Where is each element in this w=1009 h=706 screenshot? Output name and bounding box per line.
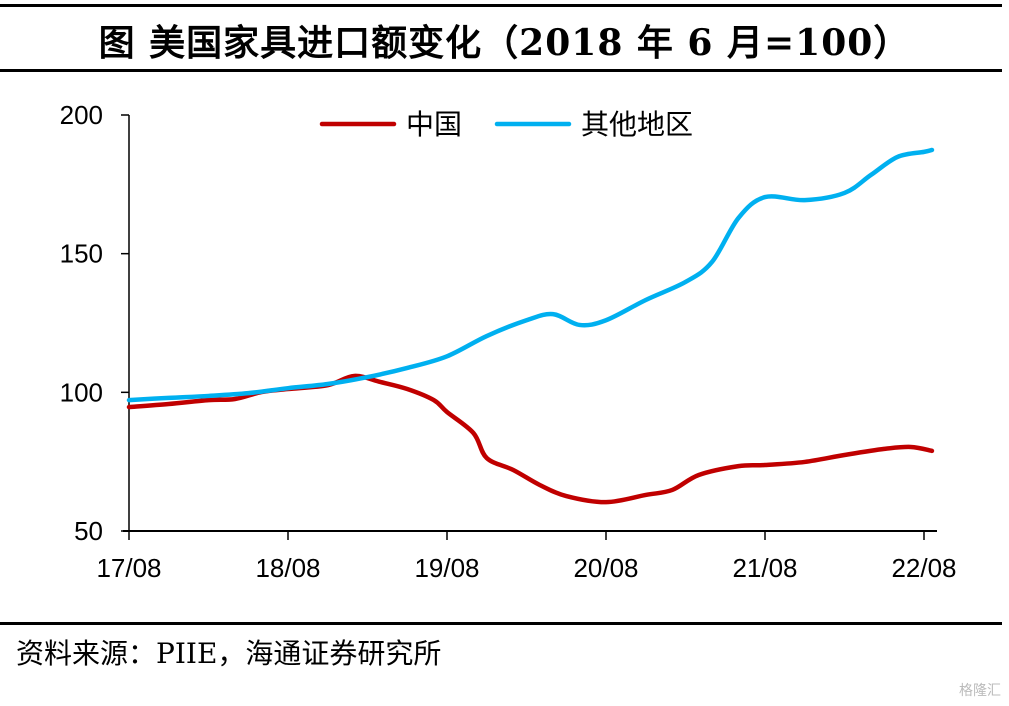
- x-tick-label: 19/08: [414, 553, 479, 583]
- axes: 50 100 150 200 17/08 18/08 19/08 20/08 21/08 22/0…: [60, 100, 957, 583]
- title-underline: [0, 69, 1002, 72]
- legend-label: 其他地区: [581, 108, 693, 141]
- legend-label: 中国: [406, 108, 462, 141]
- top-rule: [0, 4, 1002, 7]
- series-lines: [126, 147, 935, 505]
- x-tick-label: 20/08: [573, 553, 638, 583]
- series-line-other-regions: [126, 147, 935, 403]
- x-tick-label: 17/08: [96, 553, 161, 583]
- bottom-rule: [0, 622, 1002, 625]
- x-tick-label: 21/08: [732, 553, 797, 583]
- y-tick-label: 50: [74, 516, 103, 546]
- y-tick-label: 200: [60, 100, 103, 130]
- x-tick-label: 18/08: [255, 553, 320, 583]
- line-chart: 50 100 150 200 17/08 18/08 19/08 20/08 21/08 22/0…: [60, 100, 957, 583]
- x-tick-label: 22/08: [891, 553, 956, 583]
- source-note: 资料来源：PIIE，海通证券研究所: [16, 637, 442, 670]
- y-tick-label: 100: [60, 377, 103, 407]
- watermark: 格隆汇: [959, 683, 1001, 699]
- legend: 中国 其他地区: [319, 108, 693, 141]
- chart-title: 图 美国家具进口额变化（2018 年 6 月=100）: [98, 22, 911, 64]
- y-tick-label: 150: [60, 239, 103, 269]
